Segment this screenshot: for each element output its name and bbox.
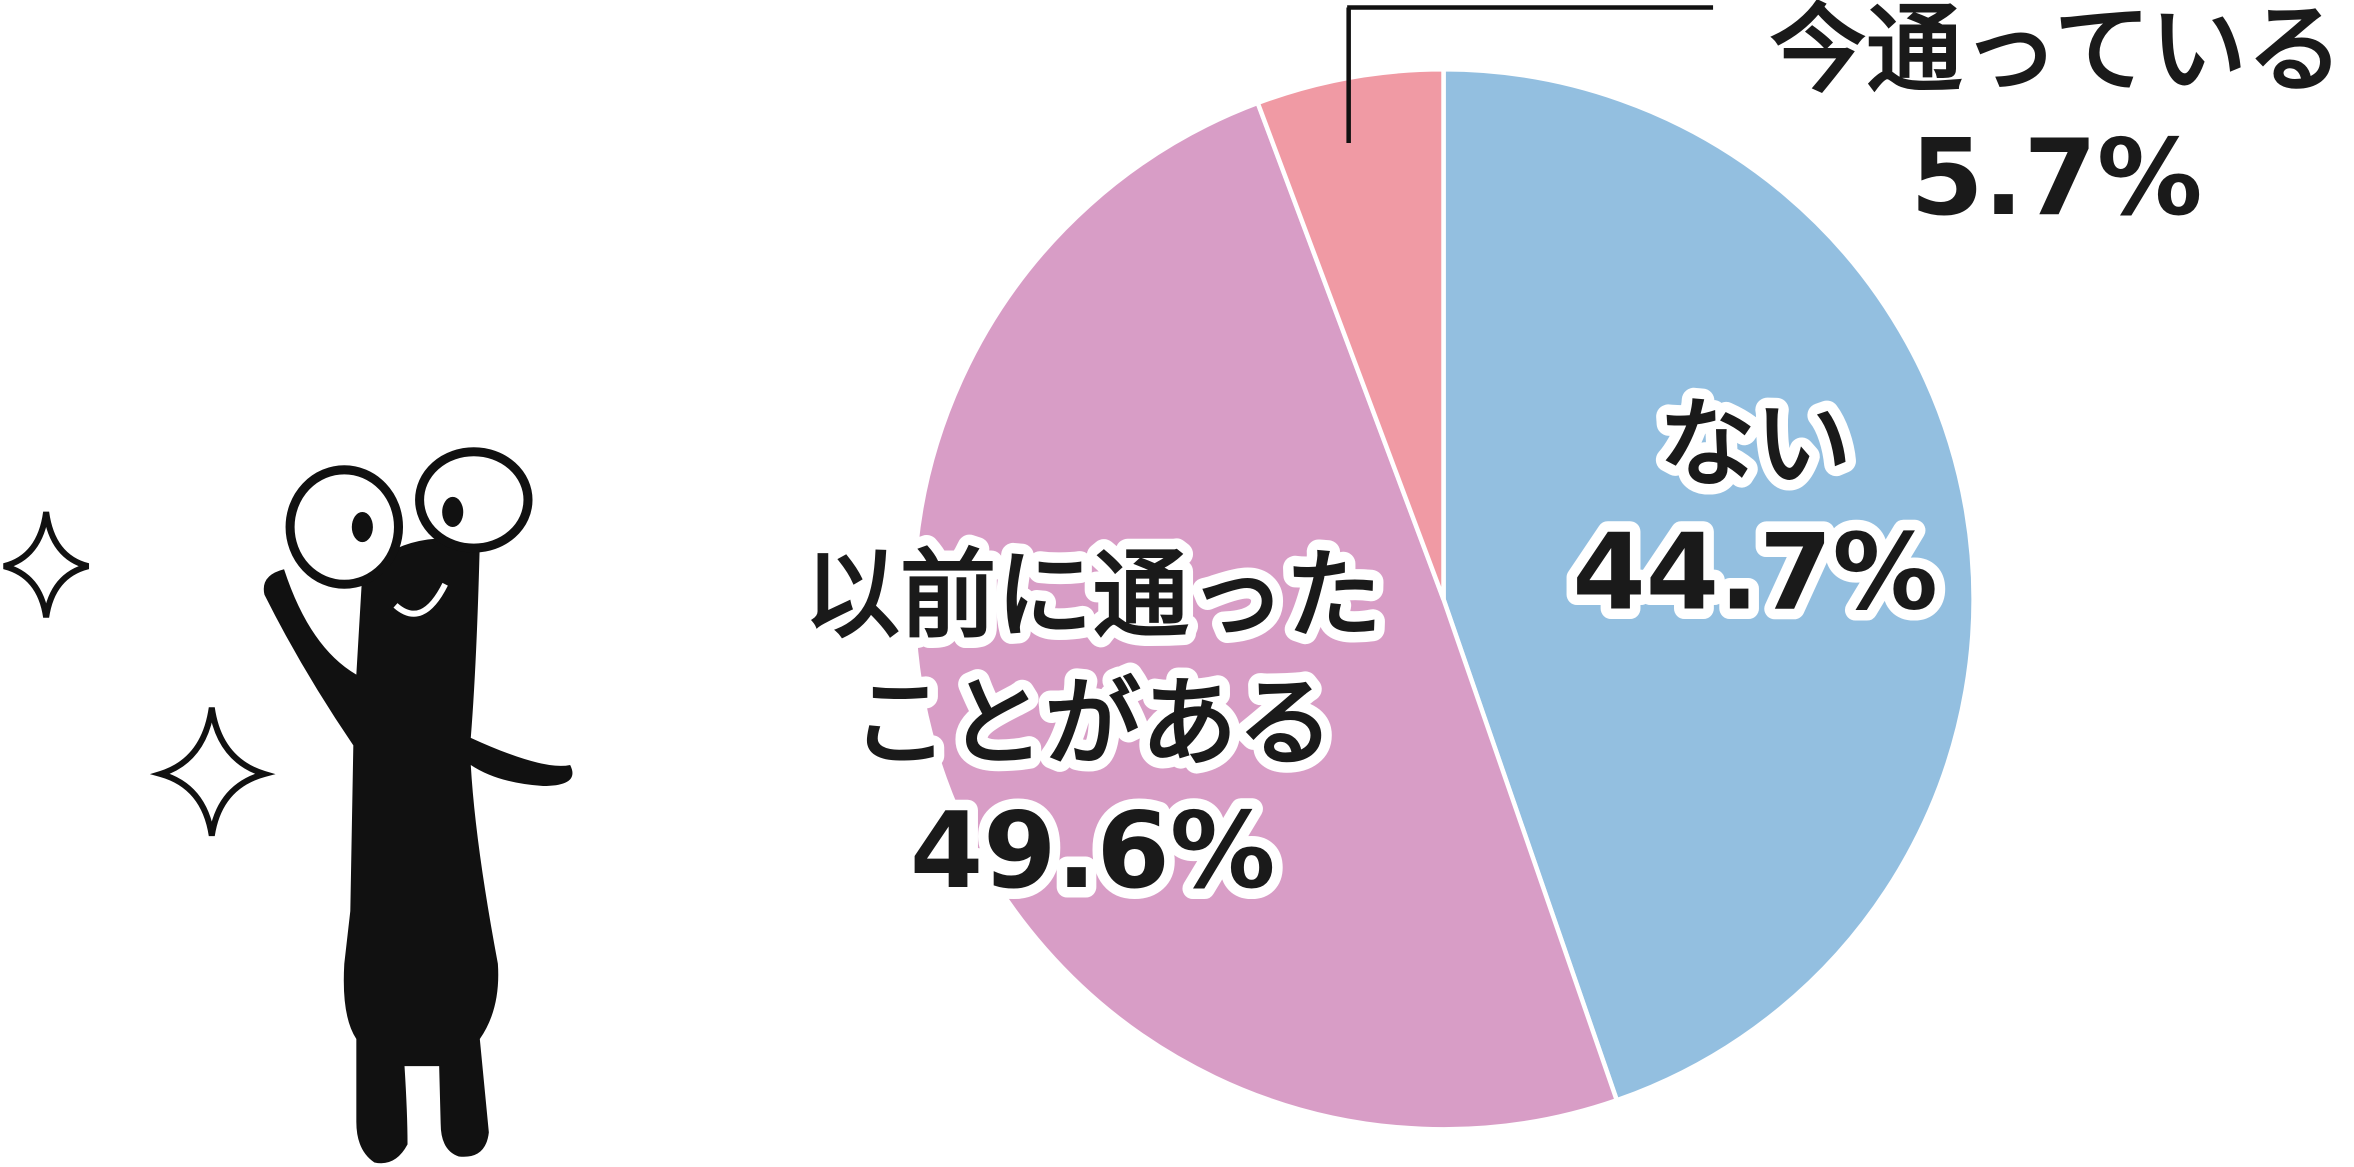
label-line: ない	[1659, 389, 1852, 501]
pie	[911, 67, 1976, 1132]
label-line: 今通っている	[1770, 0, 2343, 107]
sparkles	[3, 511, 276, 837]
category-label: 以前に通ったことがある	[804, 540, 1382, 780]
category-label: 今通っている	[1770, 0, 2343, 107]
value-label: 5.7%	[1910, 116, 2202, 239]
label-line: 以前に通った	[804, 540, 1382, 652]
category-label: ない	[1659, 389, 1852, 501]
pie-slice	[1441, 67, 1976, 1104]
mascot	[263, 447, 573, 1164]
value-label: 49.6%	[910, 789, 1276, 912]
value-label: 44.7%	[1572, 511, 1938, 634]
pie-slice	[911, 99, 1620, 1132]
label-line: ことがある	[852, 668, 1334, 780]
